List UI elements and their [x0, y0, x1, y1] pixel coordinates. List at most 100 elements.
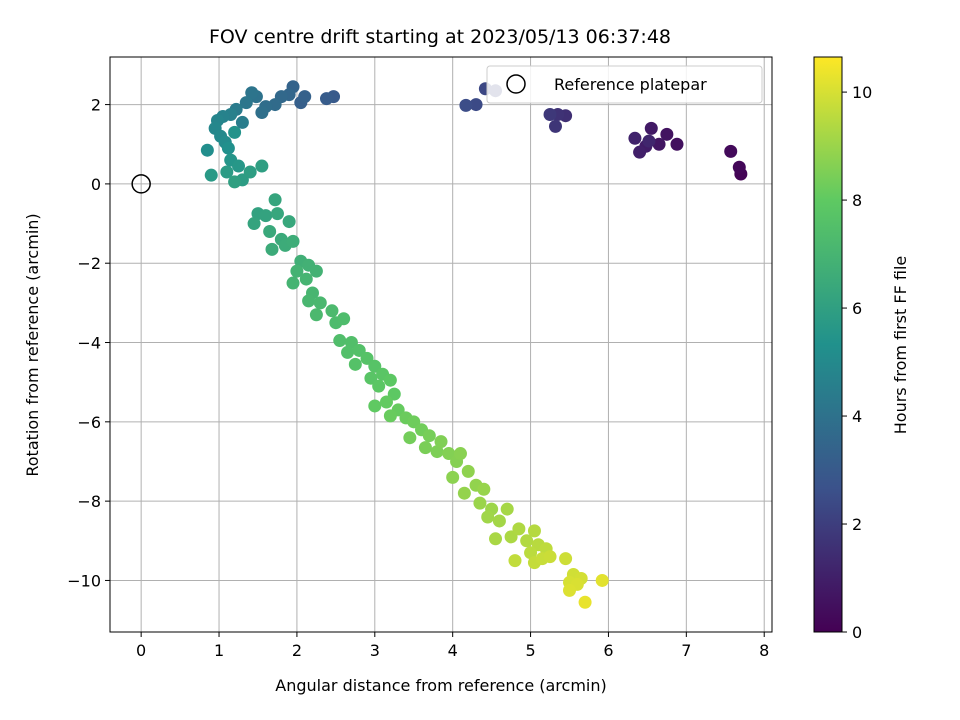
legend-marker: [506, 74, 526, 94]
x-tick-label: 4: [448, 641, 458, 660]
data-point: [457, 486, 471, 500]
colorbar-tick-label: 2: [852, 515, 862, 534]
x-tick-label: 3: [370, 641, 380, 660]
data-point: [459, 98, 473, 112]
data-point: [492, 514, 506, 528]
y-axis-ticks: −10 −8 −6 −4 −2 0 2: [67, 96, 110, 590]
colorbar-tick-label: 0: [852, 623, 862, 642]
data-point: [595, 573, 609, 587]
data-point: [228, 125, 242, 139]
data-points: [131, 80, 748, 609]
y-axis-label: Rotation from reference (arcmin): [23, 213, 42, 476]
data-point: [652, 137, 666, 151]
data-point: [302, 294, 316, 308]
data-point: [477, 482, 491, 496]
data-point: [290, 264, 304, 278]
data-point: [286, 234, 300, 248]
data-point: [559, 552, 573, 566]
data-point: [265, 242, 279, 256]
data-point: [387, 387, 401, 401]
data-point: [670, 137, 684, 151]
colorbar-tick-label: 4: [852, 407, 862, 426]
data-point: [633, 145, 647, 159]
data-point: [524, 546, 538, 560]
data-point: [422, 429, 436, 443]
data-point: [446, 470, 460, 484]
data-point: [642, 134, 656, 148]
data-point: [379, 395, 393, 409]
x-axis-label: Angular distance from reference (arcmin): [275, 676, 606, 695]
x-tick-label: 5: [525, 641, 535, 660]
colorbar-label: Hours from first FF file: [891, 256, 910, 435]
data-point: [309, 308, 323, 322]
data-point: [243, 165, 257, 179]
y-tick-label: 2: [91, 96, 101, 115]
data-point: [247, 217, 261, 231]
data-point: [481, 510, 495, 524]
colorbar-tick-label: 6: [852, 299, 862, 318]
x-tick-label: 8: [759, 641, 769, 660]
data-point: [270, 207, 284, 221]
plot-frame: [109, 56, 773, 633]
x-tick-label: 7: [681, 641, 691, 660]
data-point: [563, 583, 577, 597]
data-point: [732, 160, 746, 174]
data-point: [259, 209, 273, 223]
data-point: [232, 159, 246, 173]
x-tick-label: 6: [603, 641, 613, 660]
data-point: [221, 141, 235, 155]
x-axis-ticks: 0 1 2 3 4 5 6 7 8: [136, 632, 769, 660]
colorbar-tick-label: 10: [852, 83, 872, 102]
data-point: [724, 144, 738, 158]
data-point: [403, 431, 417, 445]
colorbar-tick-label: 8: [852, 191, 862, 210]
x-tick-label: 0: [136, 641, 146, 660]
data-point: [500, 502, 514, 516]
data-point: [282, 215, 296, 229]
data-point: [628, 131, 642, 145]
data-point: [489, 532, 503, 546]
y-tick-label: −2: [77, 254, 101, 273]
reference-marker: [131, 174, 151, 194]
data-point: [527, 524, 541, 538]
colorbar-gradient: [813, 56, 843, 633]
data-point: [337, 312, 351, 326]
data-point: [352, 343, 366, 357]
data-point: [320, 92, 334, 106]
data-point: [333, 334, 347, 348]
data-point: [220, 165, 234, 179]
data-point: [543, 108, 557, 121]
y-tick-label: −4: [77, 334, 101, 353]
data-point: [383, 373, 397, 387]
y-tick-label: −6: [77, 413, 101, 432]
data-point: [360, 351, 374, 365]
data-point: [461, 464, 475, 478]
data-point: [235, 115, 249, 129]
data-point: [383, 409, 397, 423]
data-point: [473, 496, 487, 510]
data-point: [263, 224, 277, 238]
data-point: [453, 447, 467, 461]
data-point: [313, 296, 327, 310]
data-point: [512, 522, 526, 536]
data-point: [434, 435, 448, 449]
data-point: [520, 534, 534, 548]
data-point: [298, 90, 312, 104]
data-point: [344, 336, 358, 350]
data-point: [508, 554, 522, 568]
legend-box: [486, 65, 763, 104]
data-point: [239, 96, 253, 110]
data-point: [364, 371, 378, 385]
y-tick-label: −8: [77, 492, 101, 511]
data-point: [200, 143, 214, 157]
data-point: [469, 98, 483, 112]
data-point: [204, 168, 218, 182]
legend-label: Reference platepar: [554, 75, 707, 94]
data-point: [644, 121, 658, 135]
data-point: [660, 127, 674, 141]
data-point: [418, 441, 432, 455]
data-point: [504, 530, 518, 544]
x-tick-label: 2: [292, 641, 302, 660]
data-point: [548, 119, 562, 133]
